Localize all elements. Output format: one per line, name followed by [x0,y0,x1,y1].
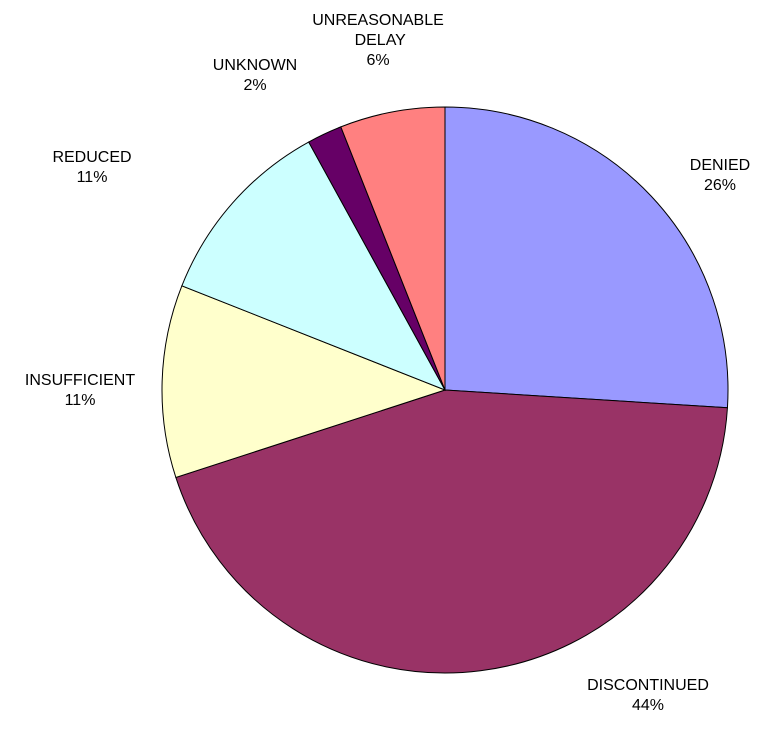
slice-label: DISCONTINUED [587,677,709,694]
pie-slice [340,106,446,391]
slice-value: 6% [366,52,389,69]
pie-slice [161,285,447,479]
slice-label: DENIED [690,157,750,174]
slice-value: 11% [77,169,108,186]
slice-value: 2% [243,77,266,94]
slice-value: 44% [632,697,664,714]
slice-label: INSUFFICIENT [25,372,135,389]
slice-value: 26% [704,177,736,194]
pie-slice [175,389,728,674]
slice-label: UNREASONABLE DELAY [312,12,444,49]
pie-slice [444,106,729,409]
slice-value: 11% [65,392,96,409]
slice-label: UNKNOWN [213,57,297,74]
pie-slice [181,141,447,391]
slice-label: REDUCED [52,149,131,166]
